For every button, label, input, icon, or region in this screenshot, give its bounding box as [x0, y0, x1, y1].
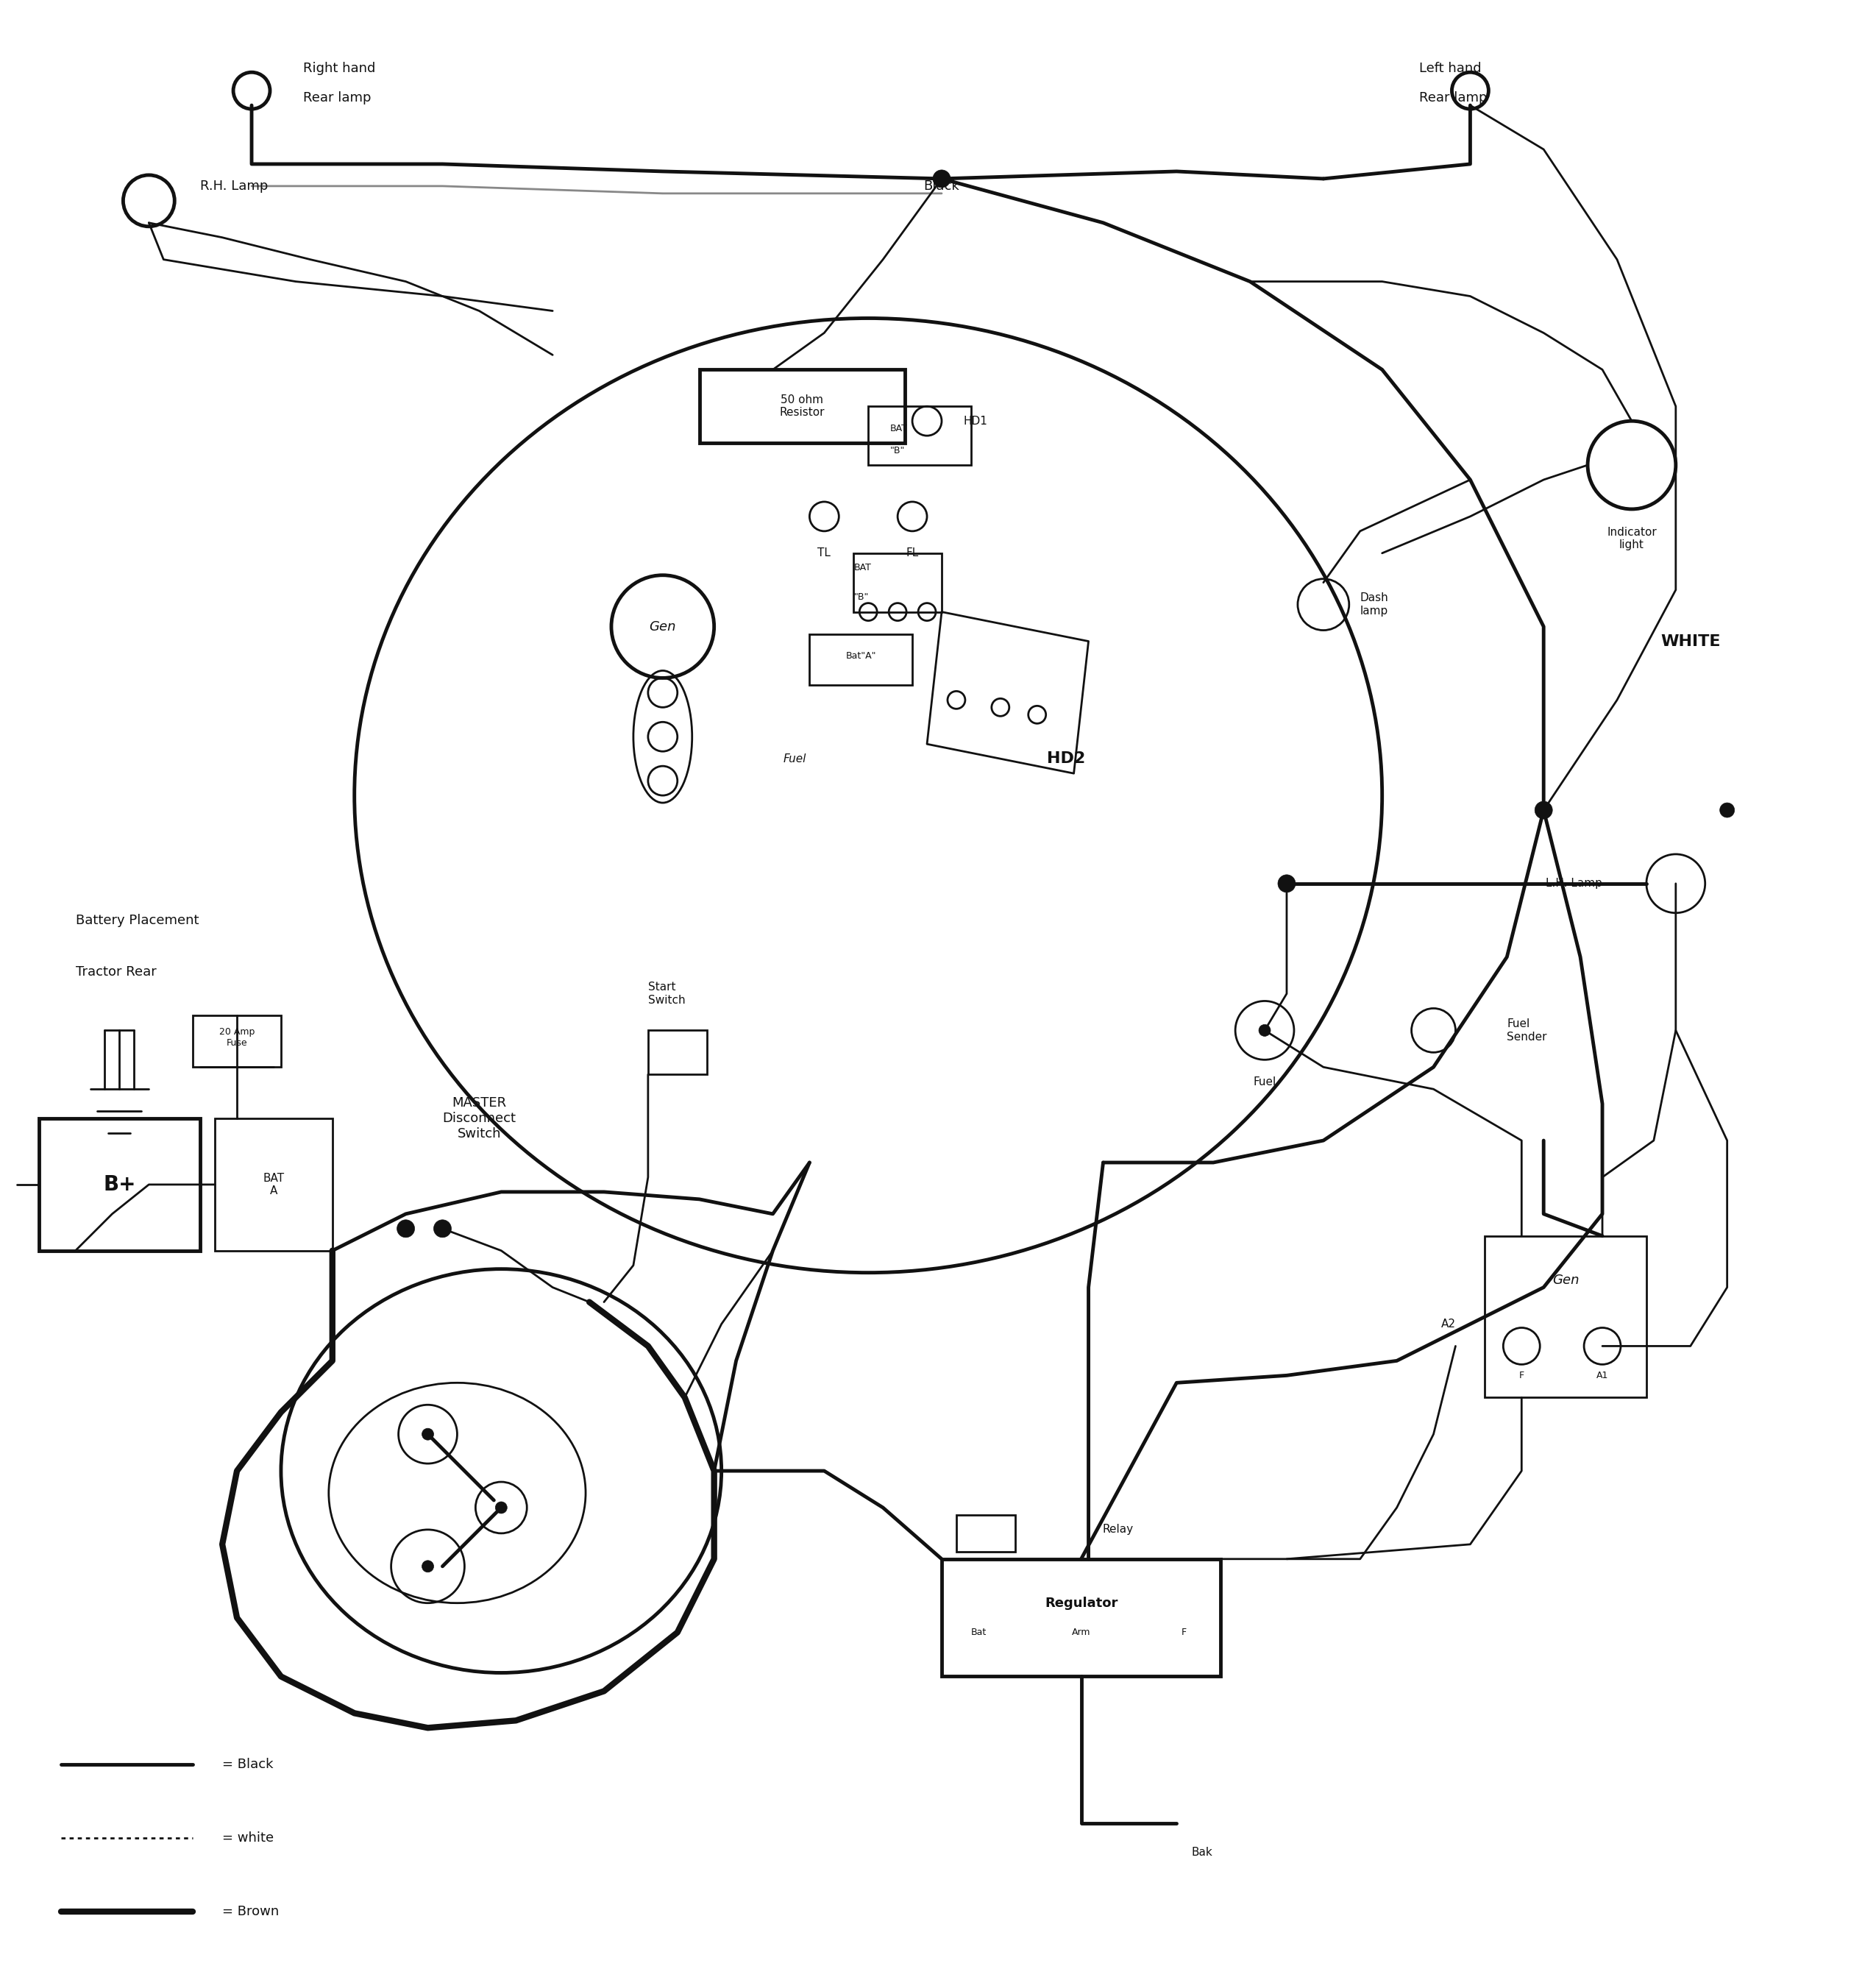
Text: "B": "B" — [854, 592, 869, 602]
Text: MASTER
Disconnect
Switch: MASTER Disconnect Switch — [443, 1097, 516, 1140]
Bar — [957, 1515, 1015, 1552]
Text: 20 Amp
Fuse: 20 Amp Fuse — [219, 1028, 255, 1047]
Bar — [942, 1558, 1221, 1677]
Bar — [700, 370, 904, 444]
Text: Bak: Bak — [1191, 1847, 1212, 1857]
Text: A2: A2 — [1441, 1319, 1456, 1331]
Circle shape — [1259, 1024, 1270, 1036]
Circle shape — [1720, 802, 1735, 818]
Text: WHITE: WHITE — [1660, 634, 1720, 649]
Bar — [193, 1016, 281, 1067]
Text: L.H. Lamp: L.H. Lamp — [1546, 877, 1602, 889]
Text: F: F — [1182, 1628, 1186, 1637]
Text: Dash
lamp: Dash lamp — [1360, 592, 1388, 616]
Circle shape — [1278, 875, 1296, 893]
Text: Rear lamp: Rear lamp — [304, 91, 371, 105]
Circle shape — [1535, 802, 1553, 820]
Text: Fuel: Fuel — [1253, 1077, 1276, 1087]
Text: Right hand: Right hand — [304, 61, 375, 75]
Text: BAT: BAT — [854, 562, 870, 572]
Text: Fuel: Fuel — [784, 752, 807, 764]
Text: BAT
A: BAT A — [263, 1172, 285, 1196]
Circle shape — [398, 1220, 415, 1238]
Text: Start
Switch: Start Switch — [647, 982, 685, 1006]
Text: Bat"A": Bat"A" — [846, 651, 876, 661]
Text: Fuel
Sender: Fuel Sender — [1506, 1018, 1548, 1041]
Text: Black: Black — [923, 180, 961, 192]
Text: Relay: Relay — [1103, 1525, 1133, 1534]
Bar — [39, 1119, 201, 1251]
Text: Battery Placement: Battery Placement — [75, 913, 199, 927]
Circle shape — [433, 1220, 452, 1238]
Circle shape — [422, 1428, 433, 1439]
Text: Arm: Arm — [1071, 1628, 1090, 1637]
Text: Tractor Rear: Tractor Rear — [75, 964, 156, 978]
Text: Gen: Gen — [1551, 1273, 1580, 1287]
Bar — [216, 1119, 332, 1251]
Circle shape — [422, 1560, 433, 1572]
Text: B+: B+ — [103, 1174, 135, 1194]
Text: BAT: BAT — [891, 424, 908, 434]
Text: Bat: Bat — [970, 1628, 987, 1637]
Text: FL: FL — [906, 548, 919, 558]
Text: Regulator: Regulator — [1045, 1596, 1118, 1610]
Text: Indicator
light: Indicator light — [1606, 527, 1657, 550]
Text: Gen: Gen — [649, 620, 675, 634]
Bar — [647, 1030, 707, 1075]
Text: HD2: HD2 — [1047, 750, 1086, 766]
Bar — [854, 552, 942, 612]
Text: Rear lamp: Rear lamp — [1418, 91, 1488, 105]
Text: Left hand: Left hand — [1418, 61, 1480, 75]
Text: A1: A1 — [1596, 1370, 1608, 1380]
Text: = Black: = Black — [221, 1758, 274, 1772]
Text: HD1: HD1 — [964, 416, 989, 426]
Circle shape — [495, 1501, 507, 1513]
Text: = white: = white — [221, 1832, 274, 1845]
Text: R.H. Lamp: R.H. Lamp — [201, 180, 268, 192]
Text: 50 ohm
Resistor: 50 ohm Resistor — [780, 394, 825, 418]
Bar — [1486, 1236, 1647, 1398]
Bar — [810, 634, 912, 685]
Bar — [869, 406, 972, 465]
Text: "B": "B" — [891, 446, 906, 455]
Text: F: F — [1520, 1370, 1523, 1380]
Text: = Brown: = Brown — [221, 1905, 280, 1919]
Circle shape — [932, 170, 951, 188]
Text: TL: TL — [818, 548, 831, 558]
